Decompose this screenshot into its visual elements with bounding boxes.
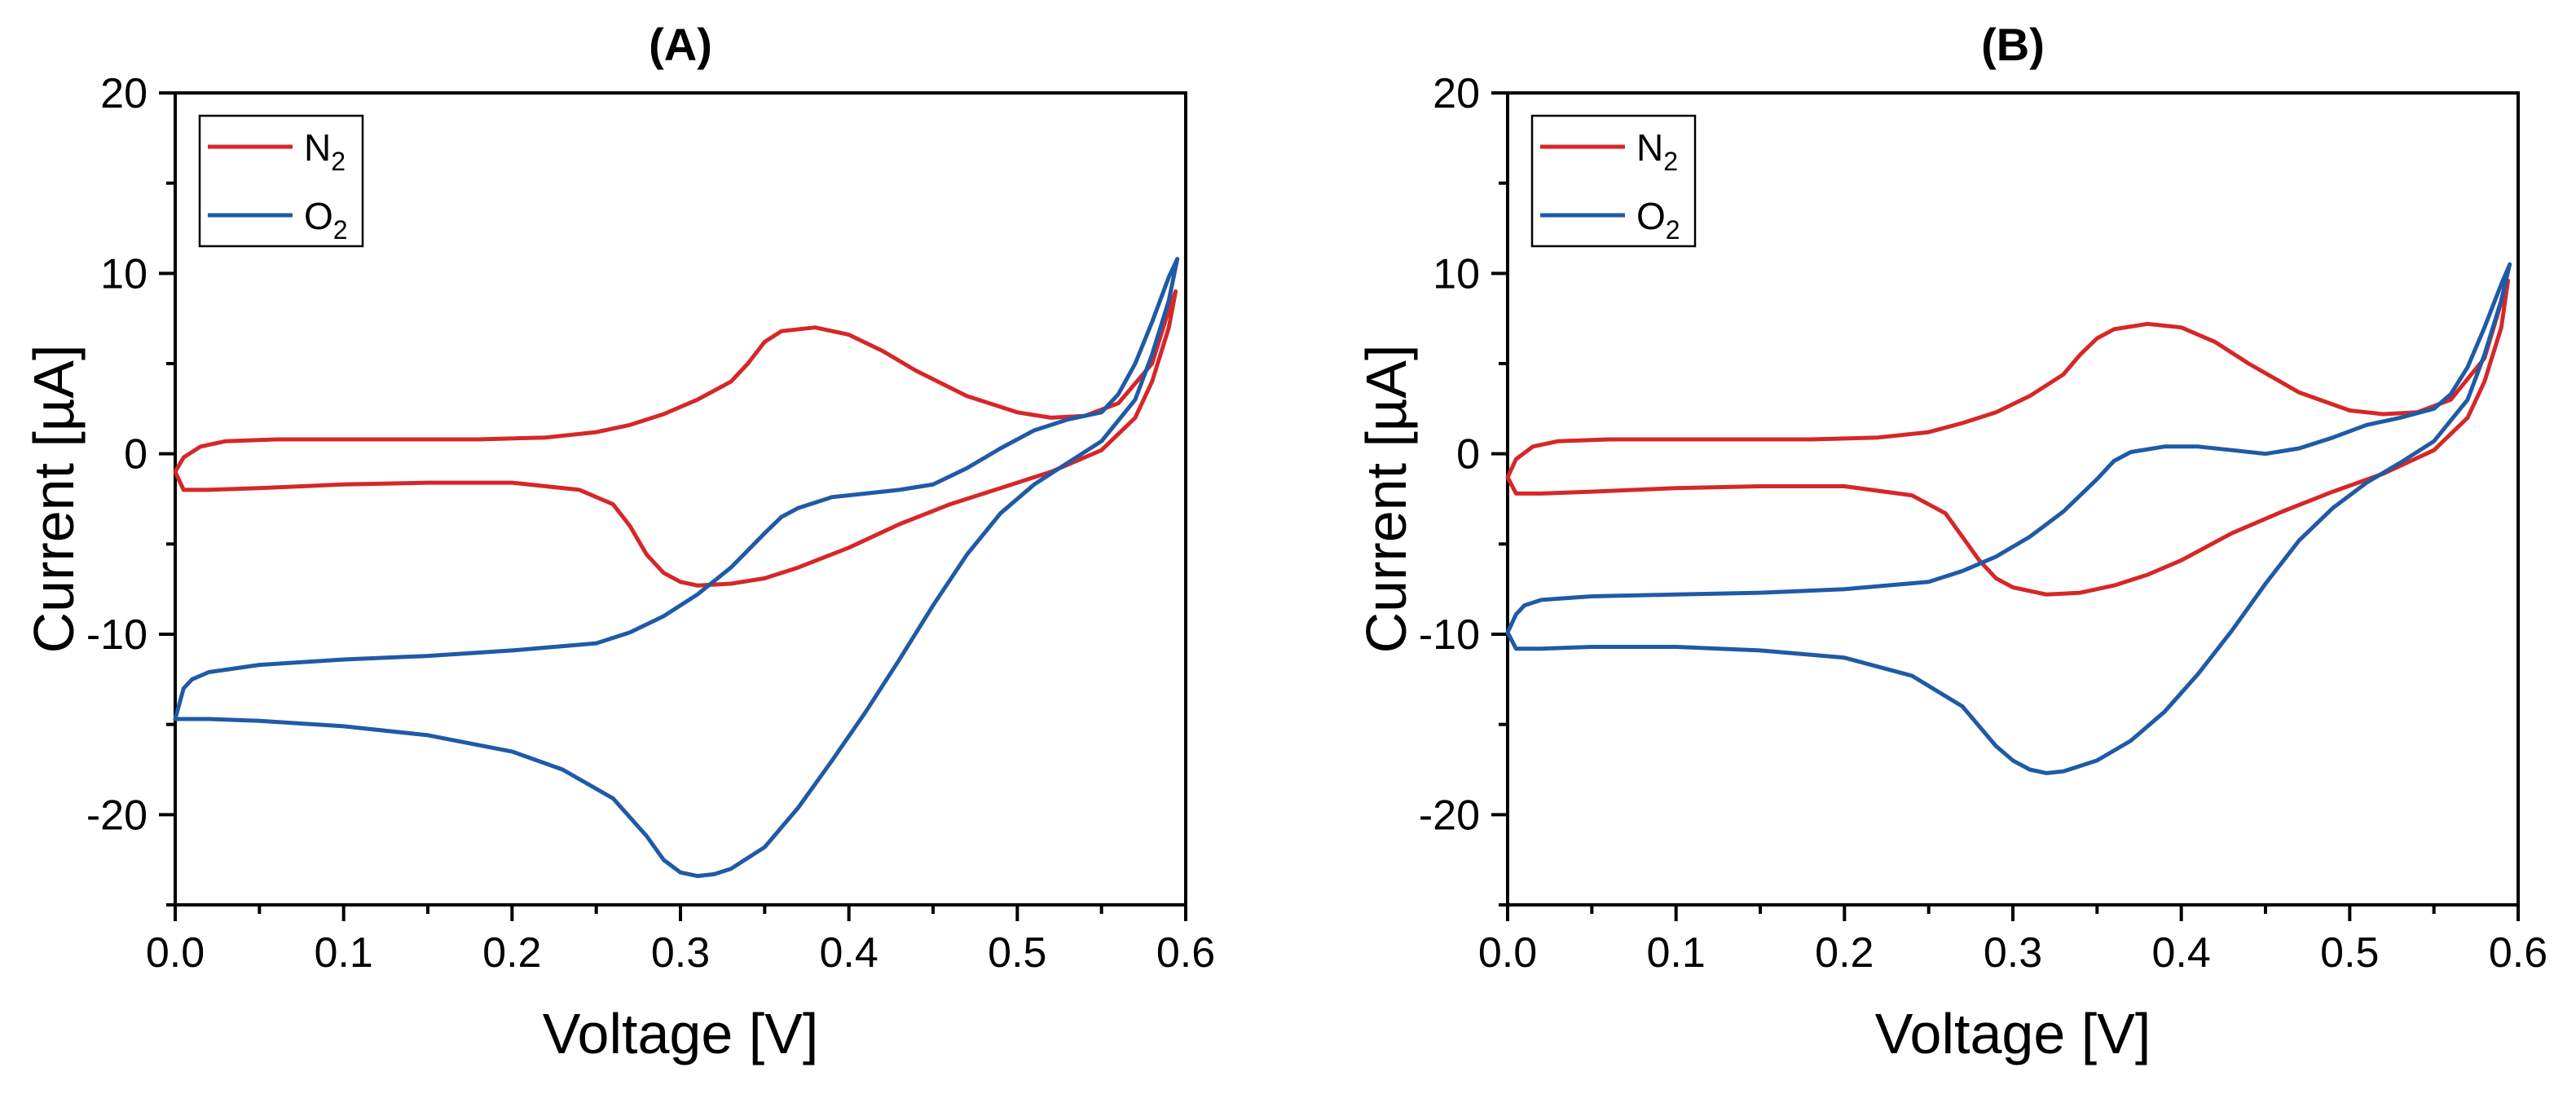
x-tick-label: 0.6 [2489,929,2547,977]
legend-label-base: O [1636,195,1666,237]
legend-label: O2 [304,195,348,245]
x-tick-label: 0.6 [1156,929,1215,977]
legend-label: N2 [304,126,346,176]
x-tick-label: 0.2 [482,929,541,977]
legend-label: N2 [1636,126,1678,176]
y-tick-label: -20 [86,792,148,839]
legend-label-subscript: 2 [333,215,348,245]
y-tick-label: 20 [1433,70,1480,117]
legend-label-base: O [304,195,333,237]
x-tick-label: 0.0 [146,929,205,977]
x-tick-label: 0.2 [1815,929,1874,977]
series-line-o2 [1505,262,2512,775]
y-tick-label: 10 [100,250,148,298]
y-axis-label: Current [µA] [1354,345,1418,654]
y-tick-label: 0 [124,431,148,479]
y-tick-label: 10 [1433,250,1480,298]
x-tick-label: 0.3 [1984,929,2042,977]
x-tick-label: 0.4 [2152,929,2211,977]
legend-label-subscript: 2 [331,147,346,176]
legend-label-base: N [304,126,331,169]
chart-panel-a: 0.0 0.1 0.2 0.3 0.4 0.5 0.6 -20 -10 0 10 20 (A) Volta… [22,19,1215,1065]
legend-label-subscript: 2 [1666,215,1680,245]
x-axis-label: Voltage [V] [543,1002,819,1065]
y-tick-label: -10 [1419,611,1480,659]
x-tick-label: 0.3 [651,929,710,977]
legend-label-base: N [1636,126,1663,169]
x-axis-label: Voltage [V] [1875,1002,2151,1065]
legend-label: O2 [1636,195,1680,245]
x-tick-label: 0.5 [2320,929,2379,977]
y-tick-label: 20 [100,70,148,117]
chart-title: (A) [649,19,712,70]
chart-panel-b: 0.0 0.1 0.2 0.3 0.4 0.5 0.6 -20 -10 0 10 20 (B) Volta… [1354,19,2547,1065]
y-axis-label: Current [µA] [22,345,86,654]
y-tick-label: 0 [1456,431,1480,479]
y-tick-label: -20 [1419,792,1480,839]
chart-title: (B) [1981,19,2045,70]
x-tick-label: 0.1 [1647,929,1706,977]
legend-label-subscript: 2 [1663,147,1678,176]
x-tick-label: 0.5 [988,929,1046,977]
legend-box [198,114,364,248]
x-tick-label: 0.1 [315,929,373,977]
series-line-o2 [173,257,1180,879]
x-tick-label: 0.4 [820,929,878,977]
legend-box [1530,114,1697,248]
series-line-n2 [173,289,1178,588]
x-tick-label: 0.0 [1478,929,1537,977]
y-tick-label: -10 [86,611,148,659]
